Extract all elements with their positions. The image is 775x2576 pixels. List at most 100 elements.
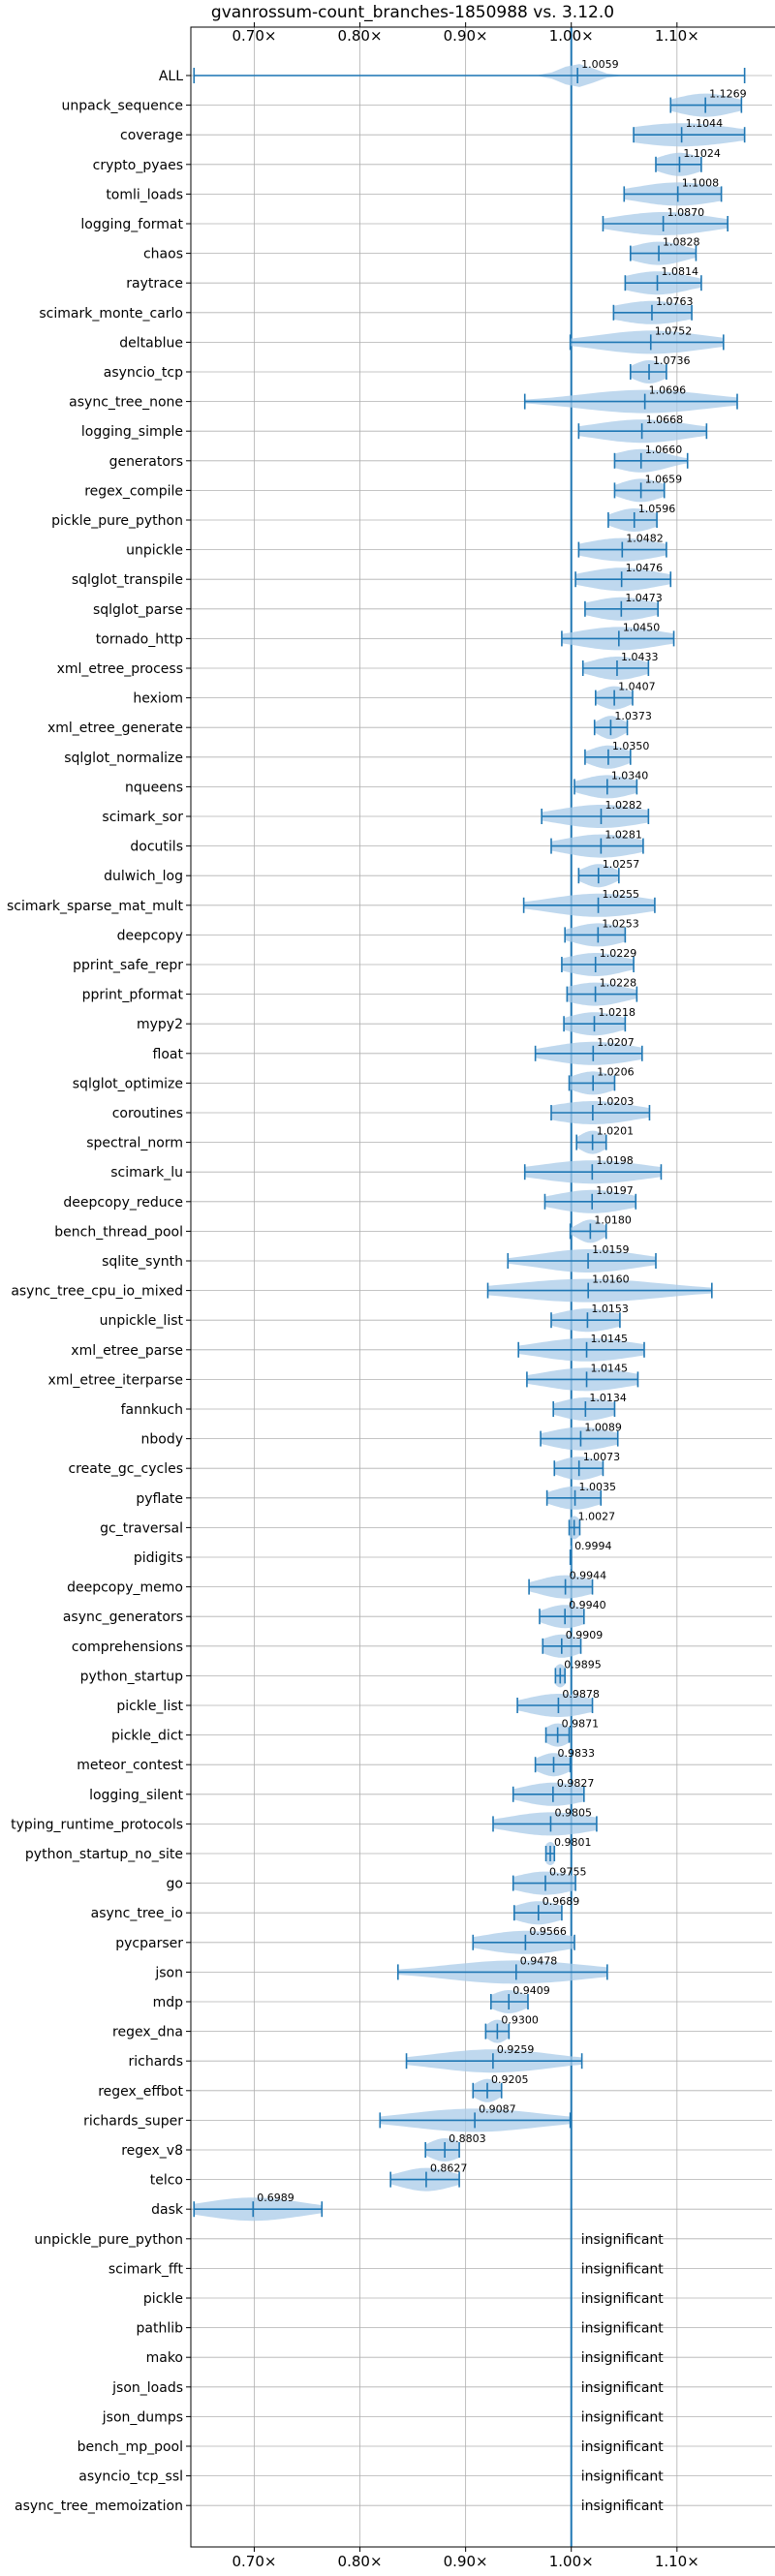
mean-value-label: 1.0201 (597, 1125, 635, 1138)
insignificant-label: insignificant (581, 2469, 665, 2485)
benchmark-label: go (167, 1877, 183, 1892)
mean-value-label: 0.9833 (558, 1747, 596, 1760)
mean-value-label: 0.9801 (554, 1836, 592, 1849)
benchmark-label: ALL (159, 69, 183, 84)
mean-value-label: 0.9871 (562, 1718, 600, 1731)
benchmark-label: deepcopy (117, 928, 183, 943)
mean-value-label: 1.0476 (626, 562, 664, 574)
insignificant-label: insignificant (581, 2321, 665, 2337)
mean-value-label: 1.0450 (623, 621, 661, 633)
mean-value-label: 1.1008 (682, 176, 720, 189)
mean-value-label: 1.1269 (709, 88, 747, 101)
mean-value-label: 1.0207 (597, 1036, 635, 1049)
x-tick-label-bottom: 0.90× (444, 2553, 488, 2570)
benchmark-label: async_generators (63, 1610, 183, 1625)
benchmark-label: telco (150, 2173, 183, 2189)
benchmark-label: scimark_lu (110, 1165, 183, 1181)
mean-value-label: 0.8627 (430, 2162, 468, 2175)
mean-value-label: 1.0482 (626, 533, 664, 545)
chart-title: gvanrossum-count_branches-1850988 vs. 3.… (211, 3, 614, 22)
benchmark-label: json_loads (111, 2380, 183, 2396)
benchmark-label: asyncio_tcp (104, 365, 183, 381)
mean-value-label: 1.0282 (604, 799, 642, 812)
benchmark-label: regex_dna (112, 2025, 183, 2040)
mean-value-label: 1.0089 (584, 1422, 622, 1434)
benchmark-label: unpickle_list (100, 1313, 184, 1329)
mean-value-label: 0.9909 (566, 1629, 604, 1641)
benchmark-label: pprint_pformat (82, 988, 184, 1003)
benchmark-label: xml_etree_process (57, 661, 183, 677)
benchmark-label: chaos (143, 247, 183, 262)
benchmark-label: bench_mp_pool (78, 2439, 183, 2455)
mean-value-label: 1.0203 (597, 1095, 635, 1108)
mean-value-label: 0.8803 (449, 2132, 486, 2145)
benchmark-label: logging_silent (89, 1788, 183, 1803)
benchmark-label: sqlglot_optimize (73, 1076, 183, 1091)
benchmark-label: deltablue (119, 335, 183, 351)
mean-value-label: 0.9878 (562, 1688, 600, 1701)
insignificant-label: insignificant (581, 2439, 665, 2455)
insignificant-label: insignificant (581, 2380, 665, 2396)
benchmark-label: float (153, 1047, 184, 1062)
mean-value-label: 0.9944 (570, 1570, 607, 1582)
benchmark-label: deepcopy_memo (67, 1580, 183, 1596)
benchmark-label: docutils (130, 840, 183, 855)
benchmark-label: pprint_safe_repr (73, 958, 183, 973)
benchmark-label: raytrace (126, 276, 183, 291)
x-tick-label-bottom: 1.00× (549, 2553, 594, 2570)
benchmark-label: meteor_contest (77, 1758, 183, 1773)
mean-value-label: 1.0668 (646, 414, 684, 426)
mean-value-label: 0.9805 (554, 1806, 592, 1819)
mean-value-label: 0.9994 (574, 1540, 612, 1552)
mean-value-label: 1.0659 (645, 473, 683, 485)
mean-value-label: 0.9259 (497, 2043, 535, 2056)
benchmark-label: pickle_list (116, 1699, 183, 1714)
benchmark-label: python_startup_no_site (25, 1847, 183, 1862)
benchmark-label: comprehensions (72, 1640, 183, 1655)
benchmark-label: python_startup (80, 1669, 183, 1684)
mean-value-label: 1.0473 (625, 592, 663, 604)
benchmark-label: async_tree_cpu_io_mixed (11, 1284, 183, 1300)
benchmark-label: typing_runtime_protocols (11, 1817, 183, 1832)
benchmark-label: async_tree_none (69, 395, 183, 411)
mean-value-label: 1.0763 (656, 295, 694, 308)
mean-value-label: 1.0253 (602, 917, 639, 930)
benchmark-label: unpack_sequence (62, 99, 183, 114)
mean-value-label: 0.9566 (529, 1925, 567, 1938)
benchmark-label: coverage (120, 128, 183, 143)
x-tick-label-bottom: 0.70× (232, 2553, 276, 2570)
mean-value-label: 1.0696 (649, 384, 687, 397)
benchmark-label: spectral_norm (86, 1136, 183, 1151)
benchmark-label: pyflate (136, 1491, 183, 1507)
mean-value-label: 1.1044 (686, 117, 724, 130)
mean-value-label: 1.0027 (578, 1510, 616, 1522)
benchmark-label: deepcopy_reduce (63, 1195, 183, 1211)
x-tick-label-top: 0.70× (232, 27, 276, 45)
benchmark-label: fannkuch (121, 1402, 183, 1418)
mean-value-label: 1.0407 (618, 681, 656, 693)
mean-value-label: 0.9895 (564, 1658, 602, 1671)
benchmark-label: async_tree_memoization (15, 2499, 183, 2514)
mean-value-label: 1.0160 (592, 1273, 630, 1286)
mean-value-label: 1.0059 (581, 58, 619, 71)
mean-value-label: 1.0340 (611, 769, 649, 782)
mean-value-label: 1.0281 (604, 829, 642, 842)
benchmark-label: scimark_sor (102, 810, 183, 825)
mean-value-label: 0.9300 (501, 2014, 539, 2027)
benchmark-label: crypto_pyaes (93, 158, 183, 173)
benchmark-label: sqlite_synth (102, 1254, 183, 1270)
benchmark-label: pathlib (137, 2321, 184, 2337)
mean-value-label: 1.0180 (594, 1213, 632, 1226)
mean-value-label: 1.0206 (597, 1065, 635, 1078)
benchmark-label: hexiom (133, 691, 183, 707)
benchmark-label: async_tree_io (91, 1906, 183, 1921)
benchmark-label: sqlglot_transpile (72, 572, 183, 588)
mean-value-label: 1.0145 (591, 1362, 629, 1374)
mean-value-label: 1.0198 (596, 1154, 634, 1167)
insignificant-label: insignificant (581, 2350, 665, 2366)
benchmark-label: generators (109, 454, 183, 470)
benchmark-label: coroutines (112, 1106, 183, 1121)
benchmark-label: pycparser (115, 1936, 183, 1951)
benchmark-label: create_gc_cycles (68, 1461, 183, 1477)
